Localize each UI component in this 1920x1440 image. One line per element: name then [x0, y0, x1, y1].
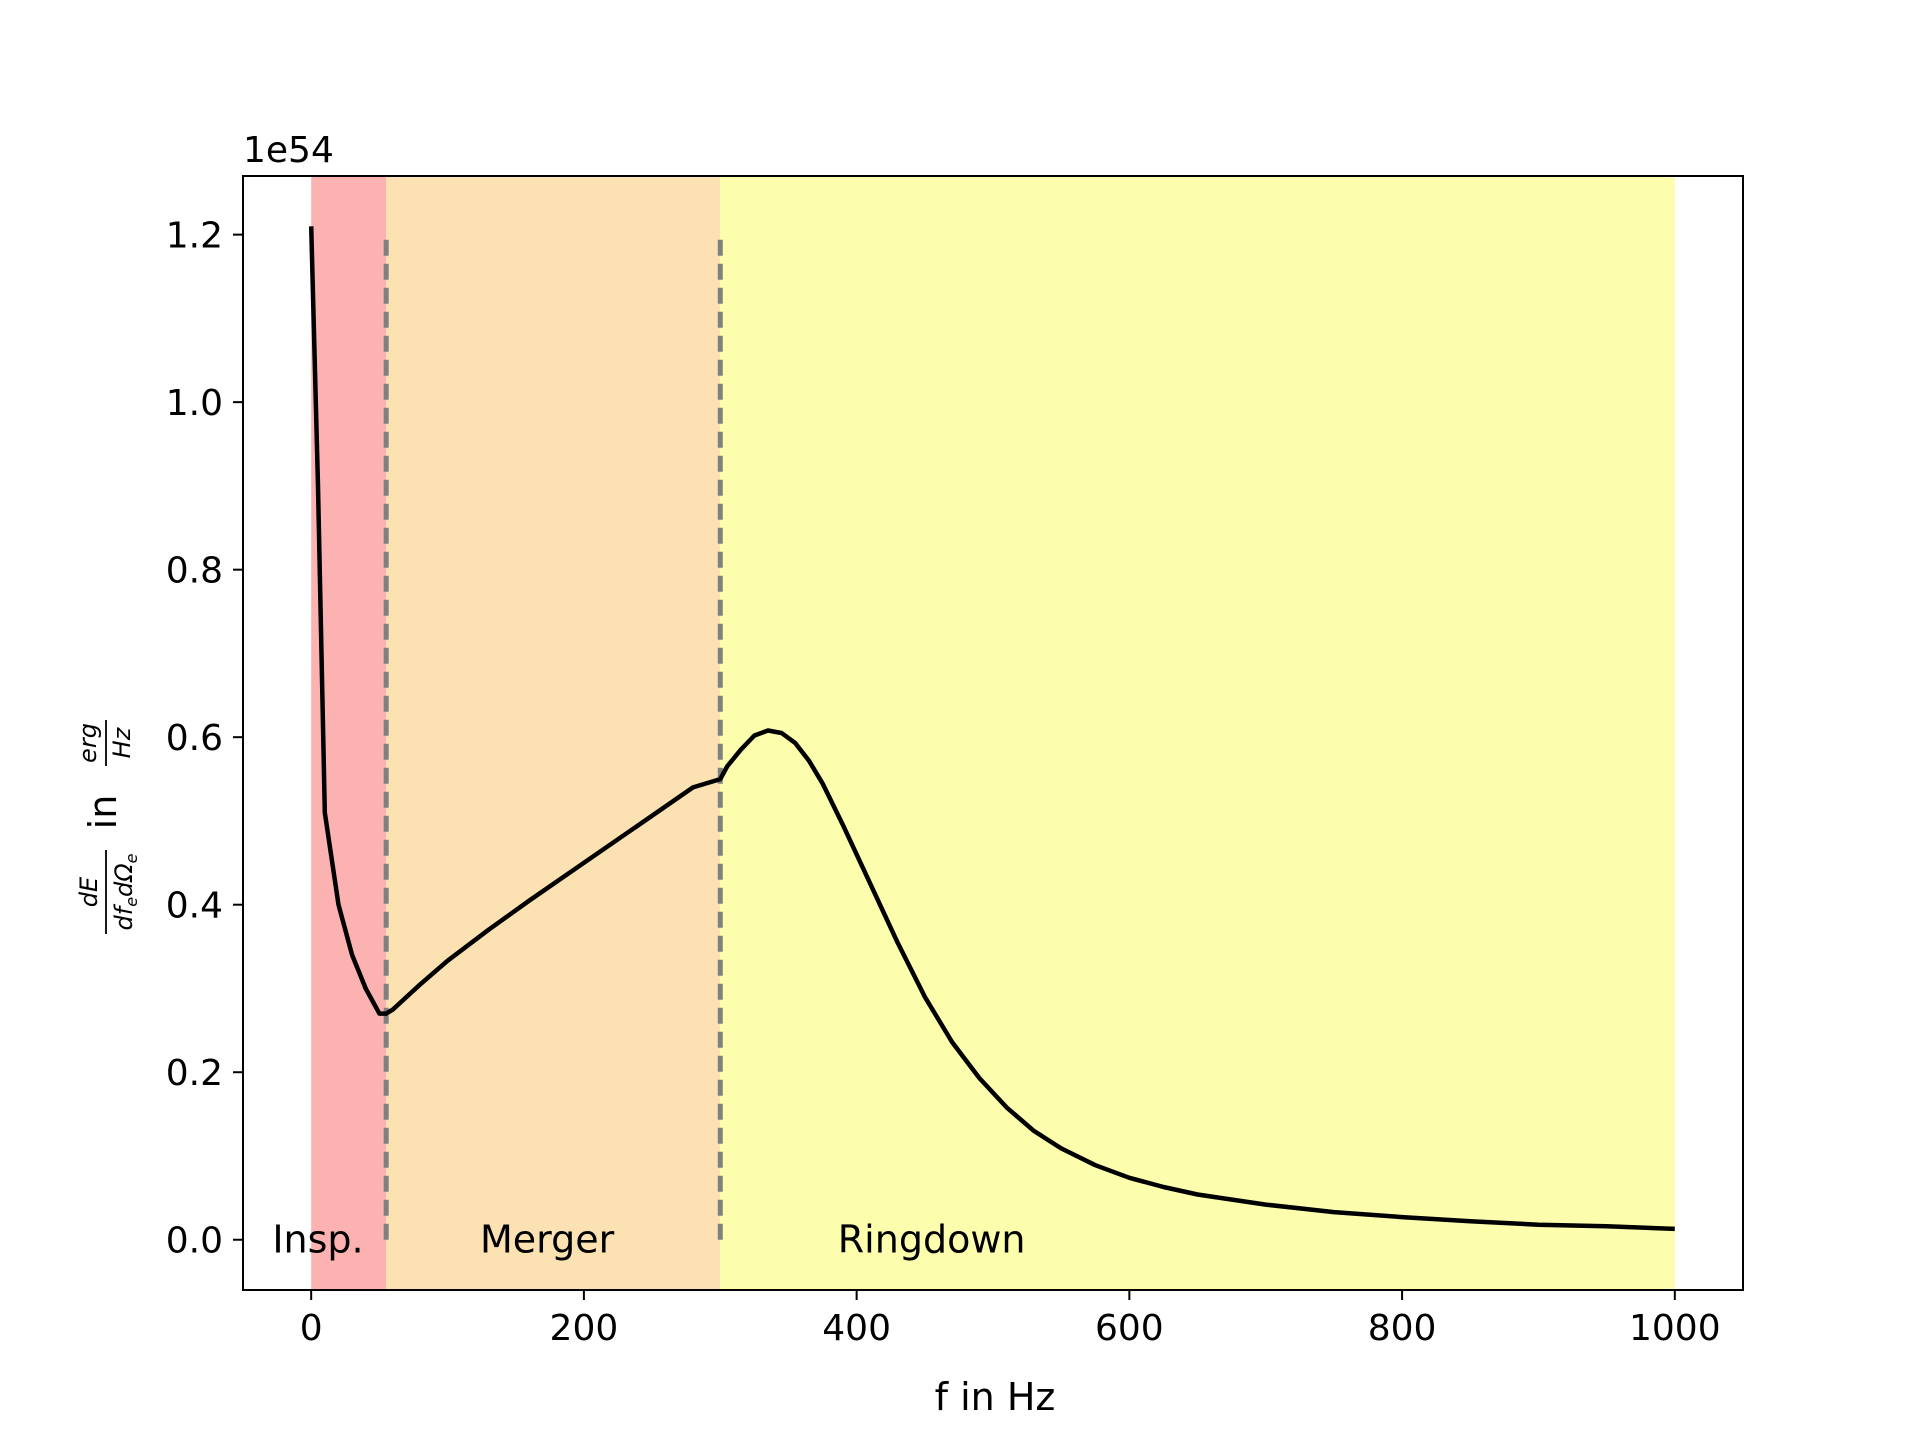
region-label-merger: Merger	[480, 1218, 615, 1262]
y-tick-label: 0.8	[166, 551, 223, 592]
y-tick-label: 0.0	[166, 1221, 223, 1262]
y-label-in-word: in	[81, 795, 125, 830]
region-label-ringdown: Ringdown	[838, 1218, 1026, 1262]
y-label-numerator: dE	[75, 876, 103, 907]
y-tick-label: 1.2	[166, 216, 223, 257]
region-band-merger	[386, 176, 721, 1290]
region-band-ringdown	[720, 176, 1675, 1290]
y-label-denominator: dfedΩe	[110, 853, 141, 930]
y-tick-label: 0.6	[166, 718, 223, 759]
x-axis-label: f in Hz	[935, 1375, 1056, 1419]
y-tick-label: 1.0	[166, 383, 223, 424]
y-axis-label: dE dfedΩe in erg Hz	[74, 720, 141, 934]
y-tick-label: 0.2	[166, 1053, 223, 1094]
x-tick-label: 1000	[1629, 1308, 1721, 1349]
x-axis-ticks: 0 200 400 600 800 1000	[300, 1290, 1721, 1349]
series-layer	[308, 226, 1675, 1232]
y-axis-ticks: 0.0 0.2 0.4 0.6 0.8 1.0 1.2	[166, 216, 243, 1262]
series-line	[308, 226, 1675, 1232]
y-label-unit-denominator: Hz	[108, 726, 136, 758]
x-tick-label: 800	[1368, 1308, 1437, 1349]
y-tick-label: 0.4	[166, 886, 223, 927]
region-label-insp: Insp.	[272, 1218, 363, 1262]
x-tick-label: 400	[822, 1308, 891, 1349]
region-labels: Insp. Merger Ringdown	[272, 1218, 1025, 1262]
x-tick-label: 600	[1095, 1308, 1164, 1349]
plot-frame	[242, 175, 1744, 1291]
x-tick-label: 200	[550, 1308, 619, 1349]
shaded-regions	[311, 176, 1675, 1290]
y-label-unit-numerator: erg	[74, 723, 102, 763]
y-axis-offset-text: 1e54	[243, 130, 334, 171]
x-tick-label: 0	[300, 1308, 323, 1349]
